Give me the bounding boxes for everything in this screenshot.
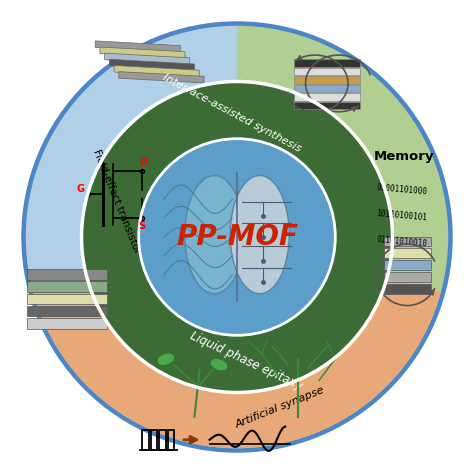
Wedge shape [26,26,237,448]
Circle shape [19,19,455,455]
Ellipse shape [230,175,289,294]
Ellipse shape [157,353,174,365]
Bar [383,237,431,246]
Text: PP-MOF: PP-MOF [176,223,298,251]
Bar [168,430,174,450]
Bar [159,430,165,450]
Polygon shape [105,53,190,64]
Text: Liquid phase epitaxy: Liquid phase epitaxy [188,329,305,392]
Bar [383,284,431,294]
Text: 01001101000: 01001101000 [376,183,428,196]
Circle shape [83,83,391,391]
Bar [383,248,431,258]
Bar [27,282,107,292]
Bar [27,294,107,304]
Ellipse shape [185,175,244,294]
Bar [294,93,360,101]
Text: 01101010010: 01101010010 [376,235,428,248]
Bar [151,430,157,450]
Bar [143,430,149,450]
Text: Interface-assisted synthesis: Interface-assisted synthesis [161,72,303,154]
Text: D: D [139,157,147,167]
Wedge shape [33,277,441,448]
Polygon shape [114,65,199,77]
Bar [27,306,107,317]
Bar [383,272,431,282]
Text: Field-effect transistor: Field-effect transistor [91,148,142,255]
Text: Memory: Memory [374,150,435,163]
Polygon shape [100,47,185,58]
Wedge shape [237,26,448,448]
Polygon shape [109,59,194,71]
Bar [383,260,431,270]
Bar [294,102,360,109]
Bar [294,85,360,92]
Bar [294,76,360,84]
Bar [294,59,360,67]
Text: G: G [76,184,84,194]
Bar [27,318,107,328]
Circle shape [22,22,452,452]
Text: Artificial synapse: Artificial synapse [233,384,326,429]
Polygon shape [119,72,204,83]
Text: S: S [138,221,145,231]
Polygon shape [95,41,180,52]
Circle shape [140,140,334,334]
Text: 10110100101: 10110100101 [376,209,428,222]
Bar [27,269,107,280]
Ellipse shape [210,358,228,371]
Bar [294,68,360,75]
